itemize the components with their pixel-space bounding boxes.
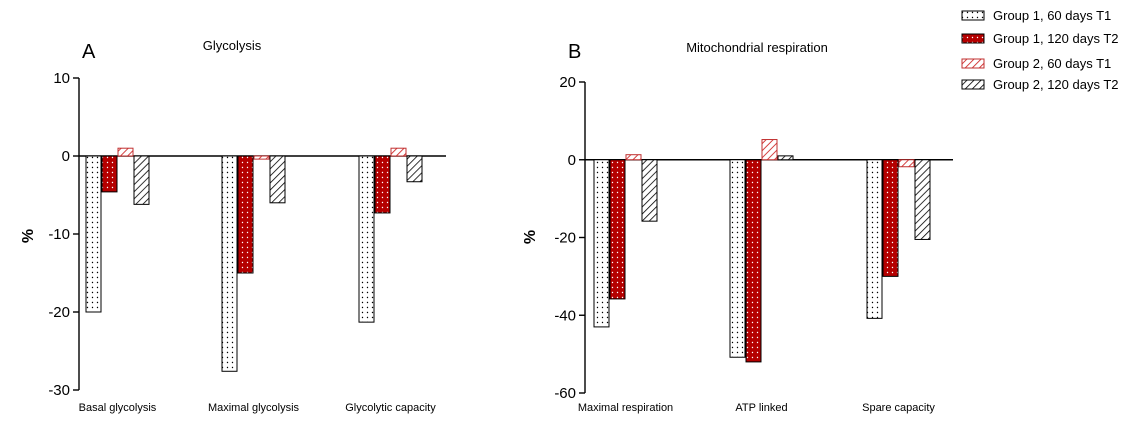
panel-a-title: Glycolysis xyxy=(203,38,262,53)
panel-a-letter: A xyxy=(82,41,96,63)
panel-b-bar-group1-t1-1 xyxy=(593,159,610,328)
legend-label-group2-t2: Group 2, 120 days T2 xyxy=(993,77,1119,92)
panel-b-bar-group1-t1-2 xyxy=(729,159,746,358)
legend-label-group1-t2: Group 1, 120 days T2 xyxy=(993,31,1119,46)
panel-b-bar-group2-t2-2 xyxy=(777,155,794,161)
panel-a-y-tick-label: 10 xyxy=(53,70,70,87)
panel-b-category-label: ATP linked xyxy=(735,402,787,414)
panel-a-bar-group2-t2-2 xyxy=(269,155,286,204)
panel-a-bar-group2-t2-1 xyxy=(133,155,150,205)
panel-b-bar-group1-t2-1 xyxy=(609,159,626,300)
panel-b-bar-group2-t1-2 xyxy=(761,139,778,161)
panel-b-y-tick-label: 20 xyxy=(559,74,576,91)
panel-b-bar-group2-t2-1 xyxy=(641,159,658,222)
legend: Group 1, 60 days T1 Group 1, 120 days T2… xyxy=(961,8,1119,92)
panel-b-category-label: Maximal respiration xyxy=(578,402,673,414)
panel-b-ylabel: % xyxy=(522,230,539,244)
panel-a-category-label: Glycolytic capacity xyxy=(345,402,436,414)
panel-a-category-label: Maximal glycolysis xyxy=(208,402,300,414)
panel-a-bar-group1-t1-1 xyxy=(85,155,102,313)
panel-a-y-tick-label: -20 xyxy=(48,304,70,321)
legend-swatch-group2-t1 xyxy=(961,58,985,69)
panel-b-category-label: Spare capacity xyxy=(862,402,935,414)
panel-a-bar-group1-t2-3 xyxy=(374,155,391,214)
panel-a-y-tick-label: -30 xyxy=(48,382,70,399)
panel-b-bar-group2-t1-3 xyxy=(898,159,915,168)
panel-a-ylabel: % xyxy=(20,229,37,243)
panel-b-bar-group2-t2-3 xyxy=(914,159,931,240)
panel-b-y-tick-label: -20 xyxy=(554,230,576,247)
panel-a: 10 0 -10 -20 -30 Basal glycolysis Maximal glyc… xyxy=(48,70,446,414)
panel-b-bar-group2-t1-1 xyxy=(625,154,642,161)
panel-a-bar-group1-t1-3 xyxy=(358,155,375,323)
panel-a-bar-group1-t2-2 xyxy=(237,155,254,274)
panel-b-bar-group1-t2-3 xyxy=(882,159,899,277)
panel-a-y-tick-label: -10 xyxy=(48,226,70,243)
panel-a-category-label: Basal glycolysis xyxy=(79,402,157,414)
panel-a-bar-group2-t1-1 xyxy=(117,147,134,157)
legend-swatch-group1-t2 xyxy=(961,33,985,44)
panel-a-y-tick-label: 0 xyxy=(62,148,70,165)
panel-a-bar-group2-t2-3 xyxy=(406,155,423,183)
legend-label-group1-t1: Group 1, 60 days T1 xyxy=(993,8,1111,23)
panel-b-y-tick-label: -60 xyxy=(554,385,576,402)
panel-a-bar-group1-t2-1 xyxy=(101,155,118,193)
panel-b-y-tick-label: -40 xyxy=(554,307,576,324)
panel-a-bar-group2-t1-2 xyxy=(253,155,270,160)
panel-b-bar-group1-t2-2 xyxy=(745,159,762,363)
panel-b-bar-group1-t1-3 xyxy=(866,159,883,319)
panel-a-bar-group2-t1-3 xyxy=(390,147,407,157)
legend-swatch-group2-t2 xyxy=(961,79,985,90)
panel-a-bar-group1-t1-2 xyxy=(221,155,238,372)
legend-swatch-group1-t1 xyxy=(961,10,985,21)
panel-b-title: Mitochondrial respiration xyxy=(686,40,828,55)
panel-b-y-tick-label: 0 xyxy=(568,152,576,169)
legend-label-group2-t1: Group 2, 60 days T1 xyxy=(993,56,1111,71)
panel-b-letter: B xyxy=(568,41,581,63)
